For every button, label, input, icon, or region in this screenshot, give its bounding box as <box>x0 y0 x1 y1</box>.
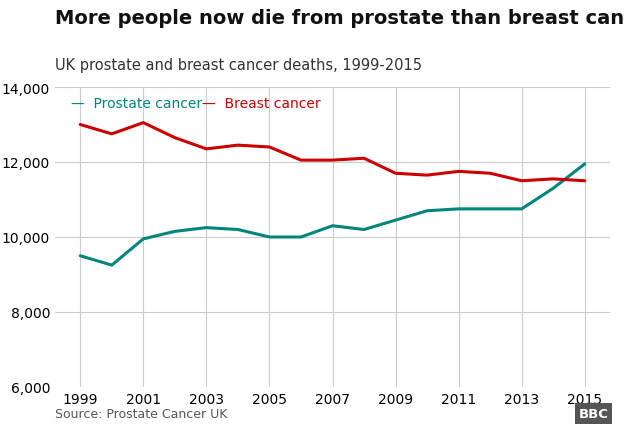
Text: —  Breast cancer: — Breast cancer <box>202 97 320 111</box>
Text: UK prostate and breast cancer deaths, 1999-2015: UK prostate and breast cancer deaths, 19… <box>55 58 422 73</box>
Text: —  Prostate cancer: — Prostate cancer <box>71 97 202 111</box>
Text: Source: Prostate Cancer UK: Source: Prostate Cancer UK <box>55 407 227 420</box>
Text: BBC: BBC <box>578 407 608 420</box>
Text: More people now die from prostate than breast cancer: More people now die from prostate than b… <box>55 9 624 28</box>
